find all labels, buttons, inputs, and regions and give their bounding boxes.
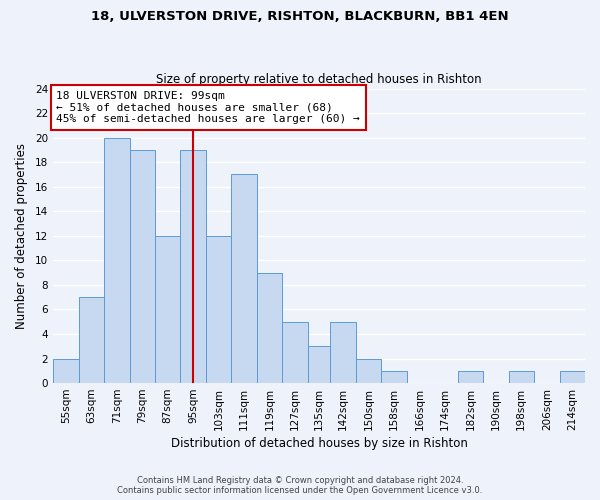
Bar	[206, 236, 232, 383]
Y-axis label: Number of detached properties: Number of detached properties	[15, 143, 28, 329]
Bar	[181, 150, 206, 383]
Bar	[356, 358, 381, 383]
Bar	[381, 371, 407, 383]
Bar	[104, 138, 130, 383]
Bar	[283, 322, 308, 383]
Text: 18, ULVERSTON DRIVE, RISHTON, BLACKBURN, BB1 4EN: 18, ULVERSTON DRIVE, RISHTON, BLACKBURN,…	[91, 10, 509, 23]
Bar	[458, 371, 483, 383]
Bar	[130, 150, 155, 383]
Bar	[53, 358, 79, 383]
Text: 18 ULVERSTON DRIVE: 99sqm
← 51% of detached houses are smaller (68)
45% of semi-: 18 ULVERSTON DRIVE: 99sqm ← 51% of detac…	[56, 91, 360, 124]
Bar	[257, 272, 283, 383]
Text: Contains HM Land Registry data © Crown copyright and database right 2024.
Contai: Contains HM Land Registry data © Crown c…	[118, 476, 482, 495]
Bar	[560, 371, 585, 383]
Bar	[308, 346, 330, 383]
Bar	[330, 322, 356, 383]
X-axis label: Distribution of detached houses by size in Rishton: Distribution of detached houses by size …	[170, 437, 467, 450]
Bar	[509, 371, 534, 383]
Title: Size of property relative to detached houses in Rishton: Size of property relative to detached ho…	[156, 73, 482, 86]
Bar	[79, 297, 104, 383]
Bar	[232, 174, 257, 383]
Bar	[155, 236, 181, 383]
